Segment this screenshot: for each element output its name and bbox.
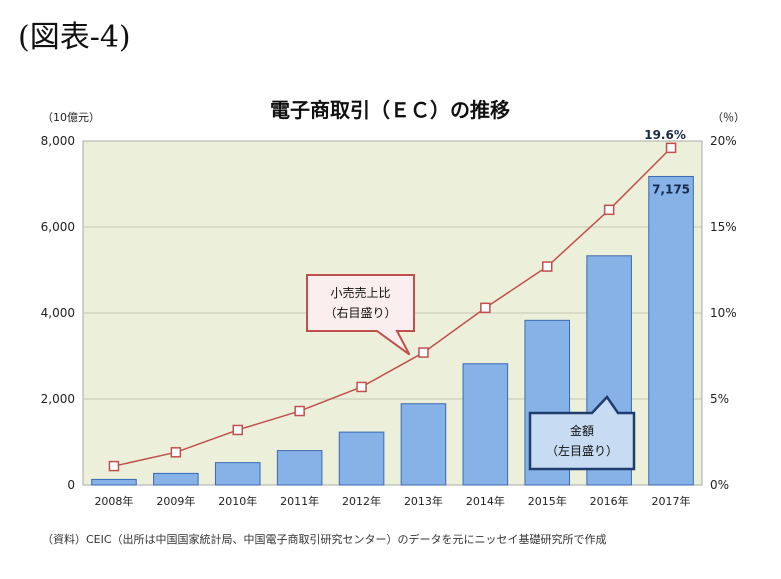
callout-bar-title: 金額 bbox=[570, 423, 594, 438]
line-point bbox=[232, 424, 243, 436]
y-right-unit: （％） bbox=[712, 111, 745, 124]
y-left-tick-label: 6,000 bbox=[41, 220, 75, 234]
y-right-tick-label: 0% bbox=[710, 478, 729, 492]
y-left-tick-label: 0 bbox=[67, 478, 75, 492]
x-tick-label: 2012年 bbox=[342, 494, 381, 508]
callout-line-box bbox=[306, 274, 415, 356]
x-tick-label: 2009年 bbox=[156, 494, 195, 508]
y-left-unit: （10億元） bbox=[42, 111, 100, 124]
line-point bbox=[356, 381, 367, 393]
x-tick-label: 2016年 bbox=[590, 494, 629, 508]
y-right-tick-label: 10% bbox=[710, 306, 737, 320]
bar bbox=[276, 450, 323, 486]
line-point bbox=[108, 460, 120, 472]
bar bbox=[462, 363, 509, 486]
line-point bbox=[170, 447, 182, 458]
bar bbox=[338, 431, 385, 486]
bar bbox=[400, 403, 447, 486]
line-point bbox=[542, 261, 553, 272]
y-right-tick-label: 5% bbox=[710, 392, 729, 406]
x-tick-label: 2008年 bbox=[94, 494, 133, 508]
bar bbox=[153, 472, 199, 486]
line-point bbox=[603, 204, 615, 216]
chart-title: 電子商取引（ＥＣ）の推移 bbox=[270, 98, 510, 122]
line-point bbox=[294, 405, 305, 417]
y-right-tick-label: 15% bbox=[710, 220, 737, 234]
x-tick-label: 2013年 bbox=[404, 494, 443, 508]
callout-bar-box bbox=[528, 395, 636, 471]
x-tick-label: 2011年 bbox=[280, 494, 319, 508]
callout-line-title: 小売売上比 bbox=[330, 285, 390, 300]
line-point bbox=[418, 347, 429, 358]
y-right-tick-label: 20% bbox=[710, 134, 737, 148]
callout-line-subtitle: （右目盛り） bbox=[324, 305, 396, 320]
x-tick-label: 2010年 bbox=[218, 494, 257, 508]
x-tick-label: 2017年 bbox=[652, 494, 691, 508]
bar-data-label: 7,175 bbox=[652, 182, 690, 196]
callout-bar-subtitle: （左目盛り） bbox=[546, 443, 618, 458]
y-left-tick-label: 2,000 bbox=[41, 392, 75, 406]
line-series bbox=[113, 147, 672, 467]
figure-label: (図表-4) bbox=[18, 20, 131, 55]
source-note: （資料）CEIC（出所は中国国家統計局、中国電子商取引研究センター）のデータを元… bbox=[42, 533, 607, 546]
line-point bbox=[480, 302, 491, 314]
bar bbox=[214, 462, 261, 486]
y-left-tick-label: 8,000 bbox=[41, 134, 75, 148]
x-tick-label: 2015年 bbox=[528, 494, 567, 508]
bar bbox=[91, 478, 137, 486]
line-point bbox=[665, 142, 677, 154]
y-left-tick-label: 4,000 bbox=[41, 306, 75, 320]
bar bbox=[648, 175, 694, 486]
line-data-label: 19.6% bbox=[644, 128, 686, 142]
x-tick-label: 2014年 bbox=[466, 494, 505, 508]
